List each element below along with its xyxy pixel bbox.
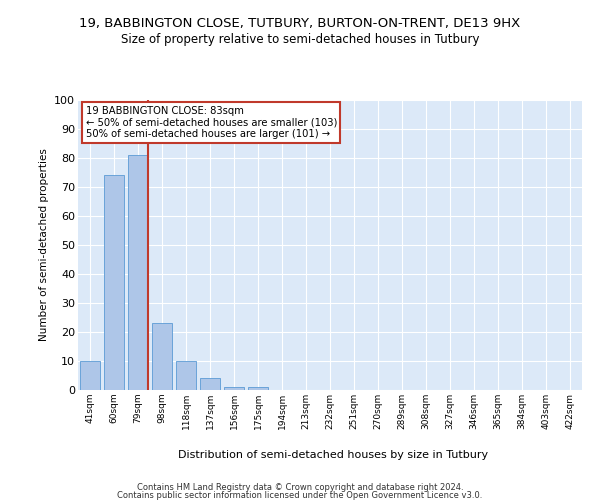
Text: 19 BABBINGTON CLOSE: 83sqm
← 50% of semi-detached houses are smaller (103)
50% o: 19 BABBINGTON CLOSE: 83sqm ← 50% of semi… [86,106,337,139]
Bar [128,155,148,390]
Bar [248,387,268,390]
Text: Contains HM Land Registry data © Crown copyright and database right 2024.: Contains HM Land Registry data © Crown c… [137,483,463,492]
Y-axis label: Number of semi-detached properties: Number of semi-detached properties [38,148,49,342]
Bar [224,387,244,390]
Bar [200,378,220,390]
Bar [176,361,196,390]
Text: Contains public sector information licensed under the Open Government Licence v3: Contains public sector information licen… [118,490,482,500]
Bar [80,361,100,390]
Text: 19, BABBINGTON CLOSE, TUTBURY, BURTON-ON-TRENT, DE13 9HX: 19, BABBINGTON CLOSE, TUTBURY, BURTON-ON… [79,18,521,30]
Bar [152,324,172,390]
Bar [104,176,124,390]
Text: Size of property relative to semi-detached houses in Tutbury: Size of property relative to semi-detach… [121,32,479,46]
Text: Distribution of semi-detached houses by size in Tutbury: Distribution of semi-detached houses by … [178,450,488,460]
